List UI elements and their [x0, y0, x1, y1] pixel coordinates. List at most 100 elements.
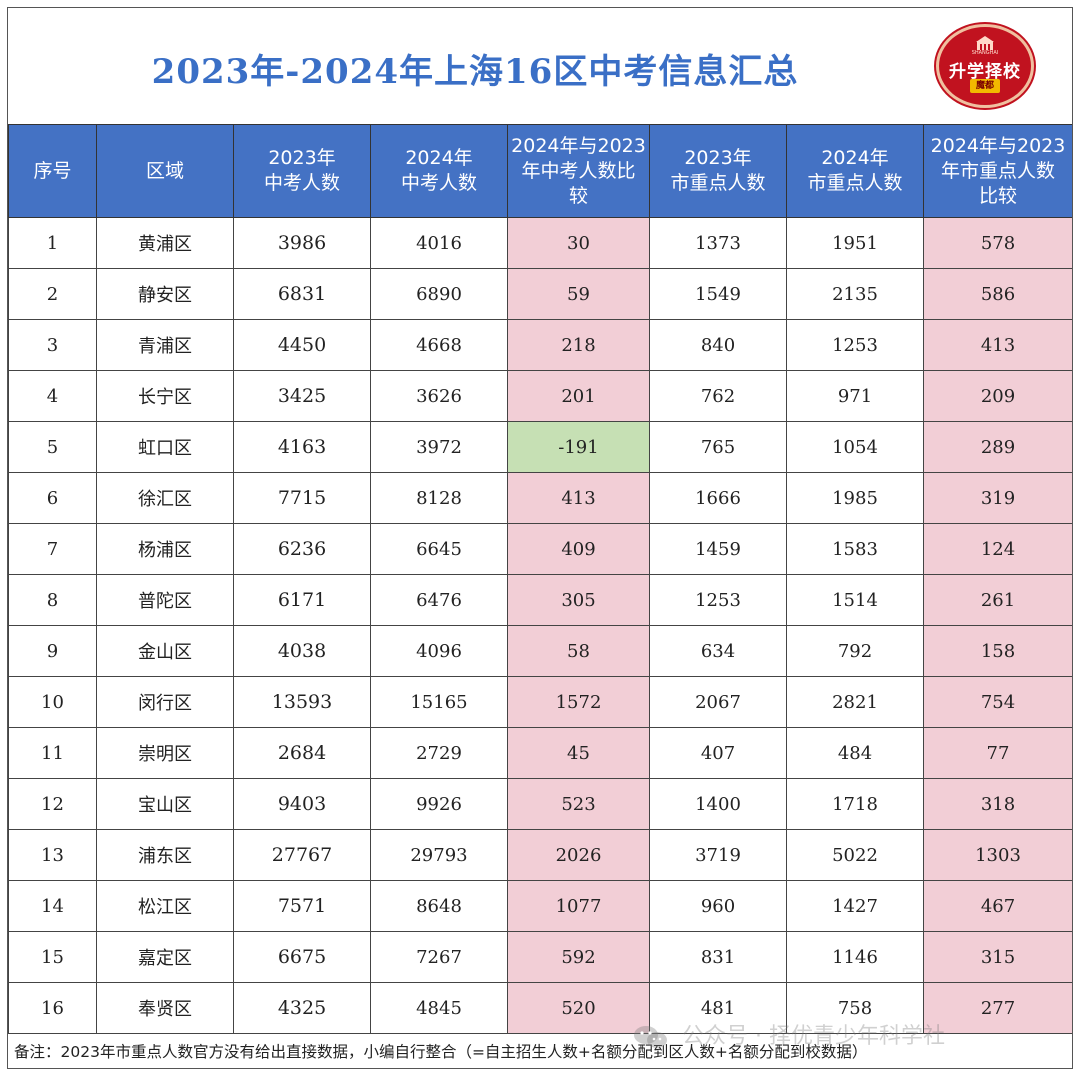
cell-col-key-diff: 261: [923, 574, 1072, 626]
cell-col-2023-key: 1666: [649, 472, 787, 524]
header-col-2024-key: 2024年 市重点人数: [786, 124, 924, 218]
cell-col-2024-key: 1427: [786, 880, 924, 932]
table-row: 5 虹口区 4163 3972 -191 765 1054 289: [8, 421, 1072, 473]
table-row: 12 宝山区 9403 9926 523 1400 1718 318: [8, 778, 1072, 830]
cell-col-2023-key: 765: [649, 421, 787, 473]
cell-col-2023-key: 762: [649, 370, 787, 422]
cell-col-2024-exam: 2729: [370, 727, 508, 779]
cell-col-exam-diff: 592: [507, 931, 650, 983]
cell-col-index: 3: [8, 319, 97, 371]
logo-main-text: 升学择校: [949, 62, 1021, 82]
header-col-district: 区域: [96, 124, 234, 218]
cell-col-2024-key: 1514: [786, 574, 924, 626]
cell-col-index: 13: [8, 829, 97, 881]
cell-col-exam-diff: 2026: [507, 829, 650, 881]
cell-col-2024-exam: 4096: [370, 625, 508, 677]
cell-col-2023-exam: 3425: [233, 370, 371, 422]
table-row: 6 徐汇区 7715 8128 413 1666 1985 319: [8, 472, 1072, 524]
cell-col-key-diff: 413: [923, 319, 1072, 371]
cell-col-2024-key: 1583: [786, 523, 924, 575]
cell-col-2024-key: 758: [786, 982, 924, 1034]
table-row: 15 嘉定区 6675 7267 592 831 1146 315: [8, 931, 1072, 983]
table-row: 16 奉贤区 4325 4845 520 481 758 277: [8, 982, 1072, 1034]
cell-col-2023-exam: 9403: [233, 778, 371, 830]
cell-col-2024-key: 1146: [786, 931, 924, 983]
cell-col-exam-diff: 520: [507, 982, 650, 1034]
cell-col-2023-key: 2067: [649, 676, 787, 728]
table-row: 1 黄浦区 3986 4016 30 1373 1951 578: [8, 217, 1072, 269]
cell-col-index: 16: [8, 982, 97, 1034]
cell-col-key-diff: 578: [923, 217, 1072, 269]
table-row: 11 崇明区 2684 2729 45 407 484 77: [8, 727, 1072, 779]
cell-col-exam-diff: 218: [507, 319, 650, 371]
cell-col-index: 1: [8, 217, 97, 269]
cell-col-exam-diff: 413: [507, 472, 650, 524]
cell-col-2023-exam: 4163: [233, 421, 371, 473]
cell-col-district: 松江区: [96, 880, 234, 932]
cell-col-index: 15: [8, 931, 97, 983]
cell-col-2023-exam: 13593: [233, 676, 371, 728]
cell-col-key-diff: 319: [923, 472, 1072, 524]
cell-col-2023-exam: 4325: [233, 982, 371, 1034]
cell-col-2023-key: 840: [649, 319, 787, 371]
cell-col-2024-key: 1718: [786, 778, 924, 830]
cell-col-2023-key: 1373: [649, 217, 787, 269]
cell-col-district: 嘉定区: [96, 931, 234, 983]
cell-col-index: 14: [8, 880, 97, 932]
cell-col-district: 闵行区: [96, 676, 234, 728]
cell-col-exam-diff: 1077: [507, 880, 650, 932]
cell-col-2023-key: 3719: [649, 829, 787, 881]
cell-col-2023-key: 481: [649, 982, 787, 1034]
cell-col-exam-diff: -191: [507, 421, 650, 473]
building-icon: [976, 36, 994, 50]
cell-col-district: 普陀区: [96, 574, 234, 626]
cell-col-2023-exam: 2684: [233, 727, 371, 779]
cell-col-district: 黄浦区: [96, 217, 234, 269]
cell-col-2024-key: 2135: [786, 268, 924, 320]
table-row: 2 静安区 6831 6890 59 1549 2135 586: [8, 268, 1072, 320]
cell-col-index: 8: [8, 574, 97, 626]
cell-col-2024-exam: 4845: [370, 982, 508, 1034]
cell-col-district: 长宁区: [96, 370, 234, 422]
cell-col-exam-diff: 409: [507, 523, 650, 575]
cell-col-index: 10: [8, 676, 97, 728]
cell-col-key-diff: 77: [923, 727, 1072, 779]
cell-col-2024-key: 484: [786, 727, 924, 779]
cell-col-district: 宝山区: [96, 778, 234, 830]
cell-col-index: 2: [8, 268, 97, 320]
cell-col-2024-key: 1253: [786, 319, 924, 371]
cell-col-district: 杨浦区: [96, 523, 234, 575]
cell-col-exam-diff: 30: [507, 217, 650, 269]
cell-col-exam-diff: 523: [507, 778, 650, 830]
table-row: 7 杨浦区 6236 6645 409 1459 1583 124: [8, 523, 1072, 575]
page-frame: 2023年-2024年上海16区中考信息汇总 SHANGHAI 升学择校 魔都 …: [7, 7, 1073, 1069]
table-row: 9 金山区 4038 4096 58 634 792 158: [8, 625, 1072, 677]
cell-col-2023-exam: 27767: [233, 829, 371, 881]
cell-col-2023-exam: 6171: [233, 574, 371, 626]
cell-col-district: 虹口区: [96, 421, 234, 473]
cell-col-key-diff: 467: [923, 880, 1072, 932]
cell-col-2024-exam: 3972: [370, 421, 508, 473]
cell-col-exam-diff: 201: [507, 370, 650, 422]
footnote: 备注：2023年市重点人数官方没有给出直接数据，小编自行整合（=自主招生人数+名…: [14, 1043, 868, 1061]
cell-col-2023-key: 1549: [649, 268, 787, 320]
table-row: 14 松江区 7571 8648 1077 960 1427 467: [8, 880, 1072, 932]
cell-col-2024-exam: 7267: [370, 931, 508, 983]
cell-col-key-diff: 289: [923, 421, 1072, 473]
cell-col-key-diff: 124: [923, 523, 1072, 575]
cell-col-district: 徐汇区: [96, 472, 234, 524]
cell-col-2023-exam: 6675: [233, 931, 371, 983]
cell-col-index: 6: [8, 472, 97, 524]
cell-col-2024-key: 2821: [786, 676, 924, 728]
cell-col-index: 4: [8, 370, 97, 422]
cell-col-2024-exam: 6645: [370, 523, 508, 575]
cell-col-key-diff: 209: [923, 370, 1072, 422]
table-body: 1 黄浦区 3986 4016 30 1373 1951 578 2 静安区 6831 6890 59 1…: [8, 217, 1072, 1034]
title-area: 2023年-2024年上海16区中考信息汇总 SHANGHAI 升学择校 魔都: [8, 8, 1072, 124]
cell-col-index: 11: [8, 727, 97, 779]
cell-col-key-diff: 754: [923, 676, 1072, 728]
header-row: 序号 区域 2023年 中考人数 2024年 中考人数 2024年与2023 年中考人数…: [8, 124, 1072, 218]
cell-col-key-diff: 1303: [923, 829, 1072, 881]
cell-col-2024-exam: 4016: [370, 217, 508, 269]
cell-col-2024-exam: 6890: [370, 268, 508, 320]
